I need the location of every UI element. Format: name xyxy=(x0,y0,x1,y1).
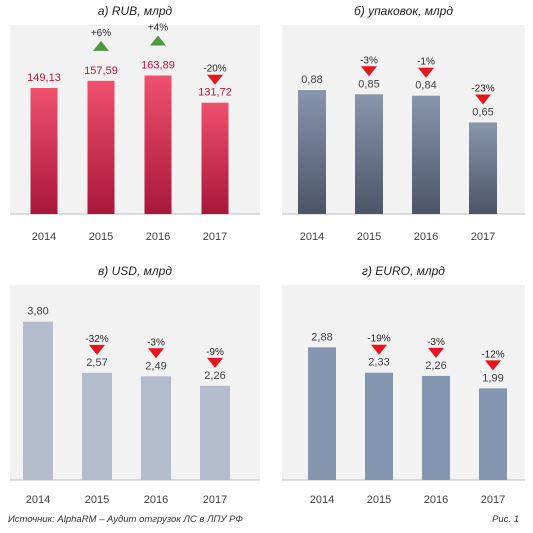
chart-panel-4: г) EURO, млрд 2,88 2014 2,33 -19% 2015 2,26 -3%… xyxy=(282,264,525,506)
bar-2015 xyxy=(355,94,383,214)
chart-panel-1: а) RUB, млрд 149,13 2014 157,59 +6% 2015 163,8… xyxy=(10,4,260,243)
x-tick-label: 2014 xyxy=(26,494,50,506)
decrease-arrow-icon xyxy=(89,344,105,355)
bar-2015 xyxy=(82,372,112,480)
x-tick-label: 2015 xyxy=(357,231,381,243)
data-label: 131,72 xyxy=(198,87,232,99)
bar-2017 xyxy=(201,102,229,214)
change-label: -3% xyxy=(147,337,165,348)
data-label: 2,26 xyxy=(425,360,446,372)
bar-2017 xyxy=(200,385,230,480)
chart-panel-3: в) USD, млрд 3,80 2014 2,57 -32% 2015 2,49 -3% 2… xyxy=(10,264,260,506)
bar-2016 xyxy=(412,95,440,214)
chart-title: б) упаковок, млрд xyxy=(354,4,453,18)
increase-arrow-icon xyxy=(93,40,109,51)
bar-2014 xyxy=(308,347,336,480)
chart-title: в) USD, млрд xyxy=(98,264,172,278)
decrease-arrow-icon xyxy=(371,344,387,355)
figure-number: Рис. 1 xyxy=(492,514,519,525)
x-tick-label: 2015 xyxy=(85,494,109,506)
change-label: -3% xyxy=(427,337,445,348)
decrease-arrow-icon xyxy=(207,74,223,85)
change-label: -23% xyxy=(471,83,494,94)
x-tick-label: 2016 xyxy=(144,494,168,506)
bar-2014 xyxy=(30,87,58,214)
data-label: 157,59 xyxy=(84,65,118,77)
bar-2014 xyxy=(23,321,53,480)
x-tick-label: 2016 xyxy=(146,231,170,243)
change-label: -3% xyxy=(360,55,378,66)
data-label: 163,89 xyxy=(141,60,175,72)
x-tick-label: 2014 xyxy=(300,231,324,243)
x-tick-label: 2017 xyxy=(203,494,227,506)
chart-panel-2: б) упаковок, млрд 0,88 2014 0,85 -3% 2015 0,84… xyxy=(282,4,525,243)
data-label: 2,57 xyxy=(86,357,107,369)
x-tick-label: 2017 xyxy=(471,231,495,243)
data-label: 0,88 xyxy=(301,74,322,86)
data-label: 0,85 xyxy=(358,78,379,90)
chart-title: а) RUB, млрд xyxy=(98,4,173,18)
data-label: 2,33 xyxy=(368,357,389,369)
x-tick-label: 2014 xyxy=(32,231,56,243)
bar-2014 xyxy=(298,90,326,214)
bar-2016 xyxy=(422,375,450,480)
decrease-arrow-icon xyxy=(428,347,444,358)
decrease-arrow-icon xyxy=(361,66,377,77)
x-tick-label: 2017 xyxy=(481,494,505,506)
x-tick-label: 2017 xyxy=(203,231,227,243)
change-label: +6% xyxy=(91,28,111,39)
chart-title: г) EURO, млрд xyxy=(362,264,445,278)
decrease-arrow-icon xyxy=(485,360,501,371)
change-label: -12% xyxy=(481,349,504,360)
change-label: -32% xyxy=(85,334,108,345)
x-tick-label: 2015 xyxy=(89,231,113,243)
decrease-arrow-icon xyxy=(148,348,164,359)
bar-2015 xyxy=(365,372,393,480)
data-label: 0,84 xyxy=(415,80,436,92)
data-label: 149,13 xyxy=(27,72,61,84)
x-tick-label: 2016 xyxy=(424,494,448,506)
change-label: +4% xyxy=(148,23,168,34)
data-label: 2,26 xyxy=(204,370,225,382)
bar-2015 xyxy=(87,80,115,214)
decrease-arrow-icon xyxy=(207,357,223,368)
increase-arrow-icon xyxy=(150,35,166,46)
data-label: 1,99 xyxy=(482,372,503,384)
change-label: -9% xyxy=(206,347,224,358)
change-label: -19% xyxy=(367,334,390,345)
change-label: -20% xyxy=(203,64,226,75)
data-label: 3,80 xyxy=(27,306,48,318)
x-tick-label: 2015 xyxy=(367,494,391,506)
bar-2016 xyxy=(141,376,171,480)
data-label: 0,65 xyxy=(472,106,493,118)
change-label: -1% xyxy=(417,57,435,68)
source-note: Источник: AlphaRM – Аудит отгрузок ЛС в … xyxy=(8,514,243,525)
x-tick-label: 2014 xyxy=(310,494,334,506)
bar-2017 xyxy=(469,122,497,214)
decrease-arrow-icon xyxy=(475,94,491,105)
data-label: 2,49 xyxy=(145,360,166,372)
bar-2016 xyxy=(144,75,172,215)
bar-2017 xyxy=(479,388,507,480)
decrease-arrow-icon xyxy=(418,67,434,78)
data-label: 2,88 xyxy=(311,331,332,343)
x-tick-label: 2016 xyxy=(414,231,438,243)
